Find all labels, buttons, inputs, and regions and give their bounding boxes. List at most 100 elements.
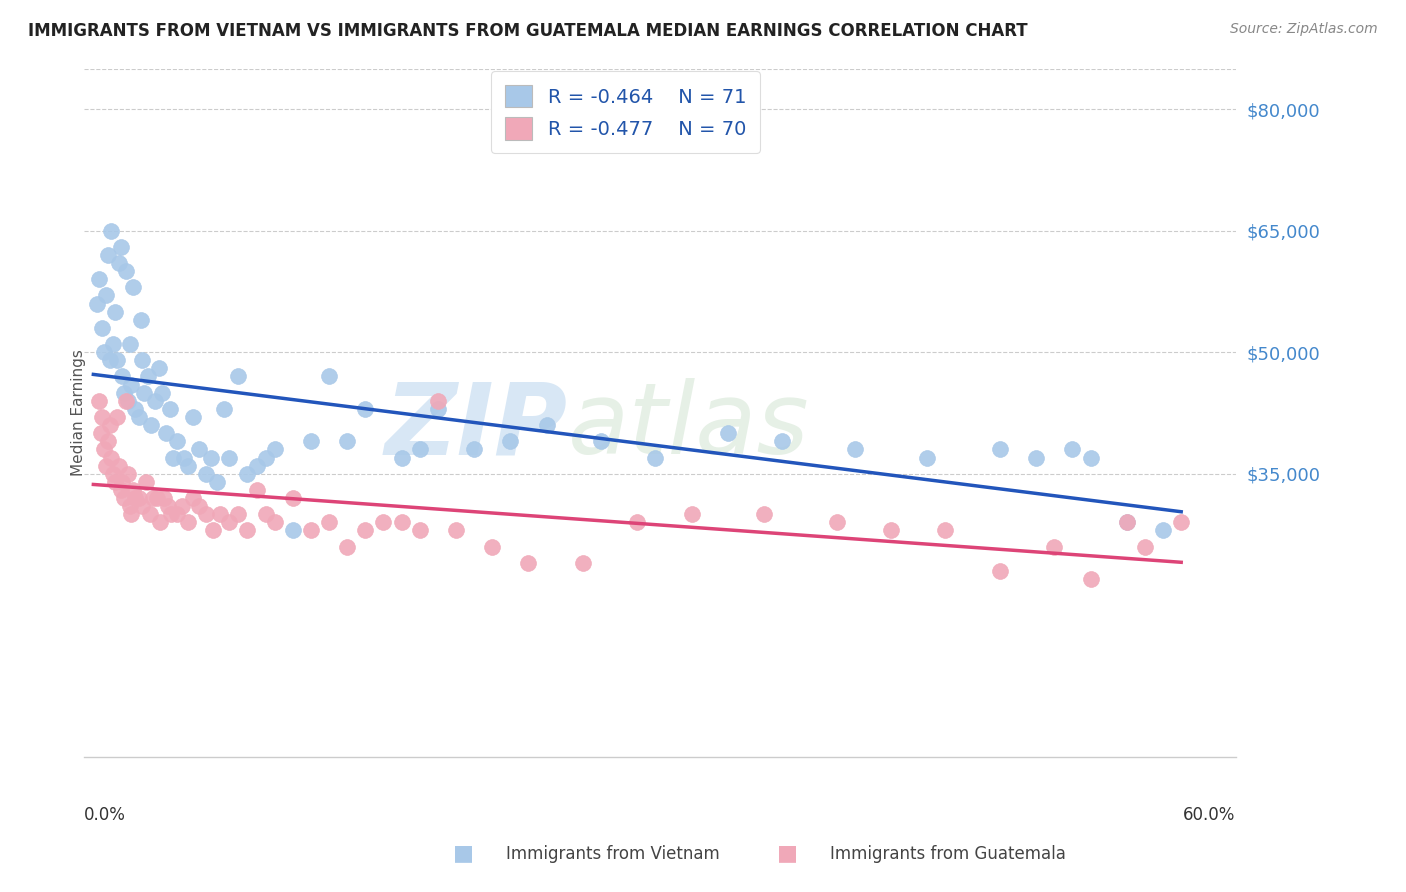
Point	[463, 442, 485, 457]
Point	[141, 418, 163, 433]
Point	[336, 540, 359, 554]
Point	[589, 434, 612, 449]
Point	[754, 508, 776, 522]
Point	[87, 393, 110, 408]
Point	[117, 467, 139, 481]
Text: Immigrants from Vietnam: Immigrants from Vietnam	[506, 846, 720, 863]
Point	[100, 450, 122, 465]
Point	[91, 410, 114, 425]
Point	[176, 458, 198, 473]
Point	[128, 410, 150, 425]
Point	[124, 491, 146, 505]
Point	[825, 516, 848, 530]
Point	[103, 467, 125, 481]
Point	[98, 418, 121, 433]
Point	[150, 385, 173, 400]
Point	[110, 240, 132, 254]
Text: ■: ■	[778, 844, 797, 863]
Point	[181, 410, 204, 425]
Point	[717, 426, 740, 441]
Point	[218, 516, 240, 530]
Point	[94, 458, 117, 473]
Point	[254, 508, 277, 522]
Point	[166, 508, 188, 522]
Point	[97, 248, 120, 262]
Point	[626, 516, 648, 530]
Point	[1170, 516, 1192, 530]
Point	[499, 434, 522, 449]
Point	[409, 524, 432, 538]
Point	[135, 475, 157, 489]
Point	[86, 296, 108, 310]
Point	[409, 442, 432, 457]
Point	[391, 516, 413, 530]
Point	[105, 410, 128, 425]
Point	[131, 499, 153, 513]
Point	[98, 353, 121, 368]
Text: Immigrants from Guatemala: Immigrants from Guatemala	[830, 846, 1066, 863]
Point	[159, 401, 181, 416]
Point	[209, 508, 232, 522]
Point	[91, 321, 114, 335]
Point	[148, 361, 170, 376]
Point	[176, 516, 198, 530]
Point	[115, 393, 138, 408]
Point	[97, 434, 120, 449]
Point	[426, 401, 449, 416]
Point	[118, 499, 141, 513]
Point	[129, 312, 152, 326]
Point	[134, 385, 156, 400]
Point	[299, 434, 322, 449]
Point	[934, 524, 956, 538]
Point	[194, 467, 217, 481]
Point	[236, 524, 259, 538]
Point	[236, 467, 259, 481]
Point	[205, 475, 228, 489]
Point	[172, 499, 194, 513]
Point	[94, 288, 117, 302]
Point	[160, 508, 183, 522]
Point	[117, 393, 139, 408]
Point	[263, 516, 285, 530]
Point	[1043, 540, 1066, 554]
Point	[536, 418, 558, 433]
Point	[517, 556, 540, 570]
Point	[373, 516, 395, 530]
Point	[115, 264, 138, 278]
Point	[153, 491, 176, 505]
Point	[844, 442, 866, 457]
Point	[212, 401, 235, 416]
Point	[118, 337, 141, 351]
Point	[228, 508, 250, 522]
Point	[281, 491, 304, 505]
Point	[1115, 516, 1137, 530]
Point	[120, 377, 142, 392]
Point	[104, 304, 127, 318]
Point	[155, 426, 177, 441]
Point	[218, 450, 240, 465]
Text: ■: ■	[454, 844, 474, 863]
Text: ZIP: ZIP	[385, 378, 568, 475]
Point	[391, 450, 413, 465]
Point	[111, 369, 134, 384]
Point	[181, 491, 204, 505]
Point	[120, 508, 142, 522]
Point	[1062, 442, 1084, 457]
Point	[131, 353, 153, 368]
Point	[1080, 572, 1102, 586]
Legend: R = -0.464    N = 71, R = -0.477    N = 70: R = -0.464 N = 71, R = -0.477 N = 70	[491, 71, 759, 153]
Text: IMMIGRANTS FROM VIETNAM VS IMMIGRANTS FROM GUATEMALA MEDIAN EARNINGS CORRELATION: IMMIGRANTS FROM VIETNAM VS IMMIGRANTS FR…	[28, 22, 1028, 40]
Point	[200, 450, 222, 465]
Text: 0.0%: 0.0%	[84, 805, 127, 823]
Point	[245, 458, 267, 473]
Point	[1152, 524, 1174, 538]
Point	[354, 401, 377, 416]
Point	[770, 434, 793, 449]
Y-axis label: Median Earnings: Median Earnings	[72, 350, 86, 476]
Point	[354, 524, 377, 538]
Point	[917, 450, 939, 465]
Point	[681, 508, 703, 522]
Point	[166, 434, 188, 449]
Point	[128, 491, 150, 505]
Point	[112, 385, 135, 400]
